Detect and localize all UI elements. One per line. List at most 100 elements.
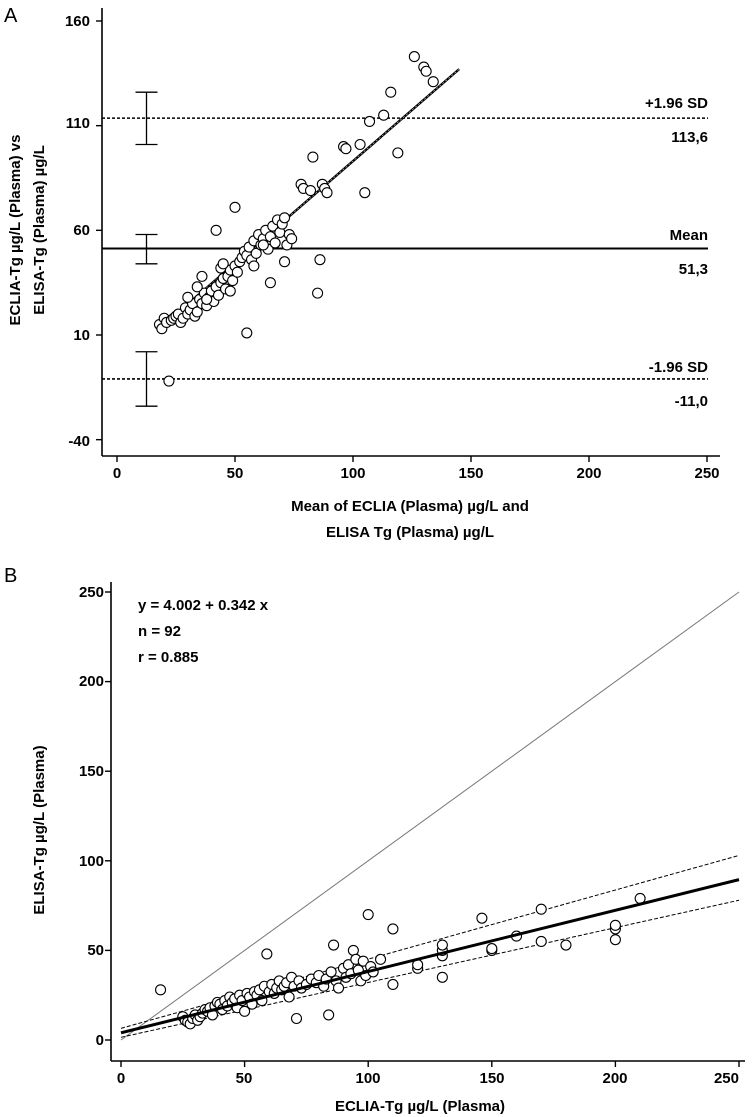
panel-a-data-point <box>279 212 291 224</box>
panel-b-data-point <box>362 909 374 921</box>
panel-a-lower-sd-value: -11,0 <box>675 393 708 410</box>
panel-b-xtick-label: 50 <box>236 1070 253 1087</box>
panel-b-xtick-label: 0 <box>117 1070 125 1087</box>
panel-a-ylabel-line1: ECLIA-Tg µg/L (Plasma) vs <box>7 135 24 326</box>
panel-a-ytick-label: -40 <box>68 433 90 450</box>
panel-a-data-point <box>191 306 203 318</box>
panel-b-xtick-label: 100 <box>355 1070 380 1087</box>
panel-a-upper-sd-value: 113,6 <box>671 129 708 146</box>
panel-a-data-point <box>279 256 291 268</box>
panel-b-xtick-label: 200 <box>602 1070 627 1087</box>
panel-b-ylabel: ELISA-Tg µg/L (Plasma) <box>31 745 48 914</box>
panel-a-data-point <box>241 327 253 339</box>
panel-a-data-point <box>354 138 366 151</box>
panel-a-data-point <box>229 201 241 213</box>
panel-a-data-point <box>231 266 243 278</box>
panel-a-data-point <box>427 76 439 88</box>
panel-a-data-point <box>340 143 352 155</box>
panel-a-data-point <box>286 233 298 245</box>
panel-b-data-point <box>535 903 547 915</box>
panel-a-xlabel-line2: ELISA Tg (Plasma) µg/L <box>326 524 494 541</box>
panel-a-data-point <box>257 239 269 251</box>
panel-b-data-point <box>323 1009 335 1021</box>
panel-a: A 160 110 60 10 -40 0 50 100 150 200 250… <box>4 5 720 541</box>
panel-a-mean-label: Mean <box>670 227 708 244</box>
panel-a-ytick-label: 10 <box>73 327 90 344</box>
panel-b-data-point <box>436 939 448 951</box>
panel-a-ylabel-line2: ELISA-Tg (Plasma) µg/L <box>31 145 48 315</box>
panel-a-ytick-label: 60 <box>73 222 90 239</box>
panel-a-plot-area <box>96 8 720 462</box>
panel-a-xtick-label: 200 <box>576 465 601 482</box>
panel-a-mean-value: 51,3 <box>679 261 708 278</box>
panel-a-upper-sd-label: +1.96 SD <box>645 95 708 112</box>
panel-b-ytick-label: 200 <box>79 673 104 690</box>
panel-b-ytick-label: 50 <box>87 942 104 959</box>
panel-a-letter: A <box>4 5 18 27</box>
panel-b-n-label: n = 92 <box>138 623 181 640</box>
panel-a-data-point <box>307 151 319 163</box>
panel-b-data-point <box>261 948 273 960</box>
panel-a-regression-line-inner <box>163 68 460 325</box>
panel-a-data-point <box>210 224 222 236</box>
panel-b-identity-line <box>120 591 740 1041</box>
panel-a-xtick-label: 50 <box>227 465 244 482</box>
panel-a-ytick-label: 110 <box>66 115 90 132</box>
panel-b-equation: y = 4.002 + 0.342 x <box>138 597 269 614</box>
panel-a-data-point <box>163 375 175 387</box>
panel-b-data-point <box>347 944 359 956</box>
panel-a-data-point <box>363 115 376 128</box>
panel-b-ytick-label: 100 <box>79 853 104 870</box>
panel-a-data-point <box>420 65 432 77</box>
panel-b-ytick-label: 250 <box>79 584 104 601</box>
panel-b-data-point <box>239 1005 251 1017</box>
panel-b-data-point <box>332 982 345 994</box>
panel-b-data-point <box>609 919 621 931</box>
panel-b-data-point <box>486 943 498 955</box>
panel-b-letter: B <box>4 565 17 587</box>
panel-a-data-point <box>196 270 208 282</box>
panel-a-data-point <box>217 258 229 270</box>
panel-b-xtick-label: 150 <box>479 1070 504 1087</box>
panel-b-data-point <box>387 923 399 935</box>
panel-b-xtick-label: 250 <box>714 1070 739 1087</box>
panel-b-data-point <box>535 935 547 947</box>
panel-a-data-point <box>201 293 213 305</box>
panel-a-data-point <box>227 275 239 287</box>
panel-b-ytick-label: 150 <box>79 763 104 780</box>
panel-b-data-point <box>155 984 167 996</box>
panel-b-data-point <box>328 939 340 951</box>
panel-b: B 250 200 150 100 50 0 0 50 100 150 200 … <box>4 565 745 1115</box>
panel-b-regression-line <box>120 878 740 1035</box>
panel-b-data-point <box>325 966 337 978</box>
panel-a-xtick-label: 0 <box>113 465 121 482</box>
panel-b-data-point <box>560 939 572 951</box>
panel-b-xlabel: ECLIA-Tg µg/L (Plasma) <box>335 1098 505 1115</box>
panel-a-data-point <box>312 287 324 299</box>
panel-a-xlabel-line1: Mean of ECLIA (Plasma) µg/L and <box>291 498 529 515</box>
panel-b-r-label: r = 0.885 <box>138 649 198 666</box>
panel-a-data-point <box>212 289 225 301</box>
panel-a-xtick-label: 100 <box>340 465 365 482</box>
panel-a-data-point <box>392 147 404 159</box>
panel-b-plot-area <box>105 582 745 1067</box>
panel-b-ytick-label: 0 <box>96 1032 104 1049</box>
panel-a-data-point <box>182 291 194 303</box>
panel-b-data-point <box>476 912 488 924</box>
panel-a-data-point <box>248 260 260 272</box>
panel-a-data-point <box>224 285 236 297</box>
panel-b-data-point <box>609 934 621 946</box>
panel-a-data-point <box>304 185 317 197</box>
panel-a-xtick-label: 150 <box>458 465 483 482</box>
panel-a-data-point <box>321 187 333 199</box>
panel-a-data-point <box>250 247 262 259</box>
panel-a-data-point <box>269 237 281 249</box>
panel-a-data-point <box>191 281 203 293</box>
panel-a-data-point <box>378 109 390 121</box>
panel-b-ci-upper-line <box>120 854 740 1029</box>
panel-a-data-point <box>385 86 397 98</box>
panel-a-data-point <box>408 51 420 63</box>
panel-b-data-point <box>436 971 448 983</box>
panel-b-data-point <box>290 1012 303 1025</box>
